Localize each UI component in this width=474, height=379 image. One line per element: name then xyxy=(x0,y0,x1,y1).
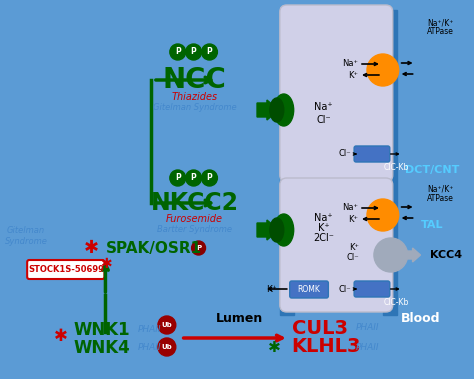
Circle shape xyxy=(186,44,201,60)
Text: Na⁺: Na⁺ xyxy=(342,204,358,213)
Text: 2Cl⁻: 2Cl⁻ xyxy=(313,233,334,243)
Text: Cl⁻: Cl⁻ xyxy=(338,285,351,293)
FancyBboxPatch shape xyxy=(280,178,393,312)
Text: Na⁺/K⁺: Na⁺/K⁺ xyxy=(427,18,454,27)
Text: Cl⁻: Cl⁻ xyxy=(346,254,359,263)
Text: ROMK: ROMK xyxy=(297,285,320,293)
FancyBboxPatch shape xyxy=(354,281,390,297)
FancyBboxPatch shape xyxy=(27,260,104,279)
Circle shape xyxy=(186,170,201,186)
Circle shape xyxy=(367,54,399,86)
Text: NCC: NCC xyxy=(163,66,227,94)
Text: K⁺: K⁺ xyxy=(348,215,358,224)
Text: ✱: ✱ xyxy=(267,340,280,354)
Text: CUL3: CUL3 xyxy=(292,318,348,338)
FancyArrow shape xyxy=(406,248,420,262)
Text: NKCC2: NKCC2 xyxy=(151,191,238,215)
Text: K⁺: K⁺ xyxy=(266,285,277,293)
FancyBboxPatch shape xyxy=(280,5,393,182)
Text: ✱: ✱ xyxy=(84,239,99,257)
Text: Cl⁻: Cl⁻ xyxy=(338,149,351,158)
Text: P: P xyxy=(207,174,212,183)
Bar xyxy=(280,10,294,315)
Text: Blood: Blood xyxy=(401,312,440,325)
Circle shape xyxy=(201,170,218,186)
Text: DCT/CNT: DCT/CNT xyxy=(405,165,460,175)
Text: ClC-Kb: ClC-Kb xyxy=(384,298,410,307)
Text: K⁺: K⁺ xyxy=(318,223,329,233)
Text: STOCK1S-50699: STOCK1S-50699 xyxy=(28,265,104,274)
Text: PHAII: PHAII xyxy=(138,343,162,352)
Text: P: P xyxy=(191,174,197,183)
Text: PHAII: PHAII xyxy=(138,326,162,335)
Text: PHAII: PHAII xyxy=(356,343,380,351)
Text: Cl⁻: Cl⁻ xyxy=(316,115,331,125)
Bar xyxy=(383,10,397,315)
Text: ✱: ✱ xyxy=(100,257,111,271)
Circle shape xyxy=(158,316,176,334)
Text: Na⁺: Na⁺ xyxy=(314,102,333,112)
Ellipse shape xyxy=(270,218,284,242)
Text: Na⁺: Na⁺ xyxy=(314,213,333,223)
Text: Bartter Syndrome: Bartter Syndrome xyxy=(157,224,232,233)
Text: P: P xyxy=(191,47,197,56)
Text: PHAII: PHAII xyxy=(356,324,380,332)
Text: WNK1: WNK1 xyxy=(74,321,130,339)
Text: Ub: Ub xyxy=(162,322,172,328)
Text: WNK4: WNK4 xyxy=(74,339,130,357)
Text: Lumen: Lumen xyxy=(216,312,263,325)
Circle shape xyxy=(367,199,399,231)
Text: ClC-Kb: ClC-Kb xyxy=(384,163,410,172)
Text: ✱: ✱ xyxy=(54,327,68,345)
Ellipse shape xyxy=(274,94,294,126)
Ellipse shape xyxy=(270,98,284,122)
FancyBboxPatch shape xyxy=(354,146,390,162)
FancyArrow shape xyxy=(257,220,279,240)
Ellipse shape xyxy=(274,214,294,246)
FancyBboxPatch shape xyxy=(290,281,328,298)
Text: K⁺: K⁺ xyxy=(349,243,359,252)
Text: ATPase: ATPase xyxy=(427,27,454,36)
Circle shape xyxy=(201,44,218,60)
Text: KLHL3: KLHL3 xyxy=(292,338,361,357)
Text: Na⁺/K⁺: Na⁺/K⁺ xyxy=(427,185,454,194)
Text: Thiazides: Thiazides xyxy=(172,92,218,102)
Circle shape xyxy=(191,241,206,255)
Circle shape xyxy=(170,44,186,60)
Bar xyxy=(282,0,474,379)
Text: P: P xyxy=(175,174,181,183)
Text: Furosemide: Furosemide xyxy=(166,214,223,224)
Text: P: P xyxy=(175,47,181,56)
Text: Gitelman Syndrome: Gitelman Syndrome xyxy=(153,103,237,113)
Circle shape xyxy=(158,338,176,356)
Text: P: P xyxy=(196,245,201,251)
Text: TAL: TAL xyxy=(421,220,444,230)
Text: Na⁺: Na⁺ xyxy=(342,60,358,69)
Circle shape xyxy=(374,238,408,272)
Text: ATPase: ATPase xyxy=(427,194,454,203)
Text: Gitelman
Syndrome: Gitelman Syndrome xyxy=(5,226,47,246)
FancyArrow shape xyxy=(257,100,279,120)
Text: P: P xyxy=(207,47,212,56)
Text: KCC4: KCC4 xyxy=(430,250,463,260)
Circle shape xyxy=(170,170,186,186)
Text: SPAK/OSR1: SPAK/OSR1 xyxy=(105,241,201,255)
Text: Ub: Ub xyxy=(162,344,172,350)
Text: K⁺: K⁺ xyxy=(348,70,358,80)
